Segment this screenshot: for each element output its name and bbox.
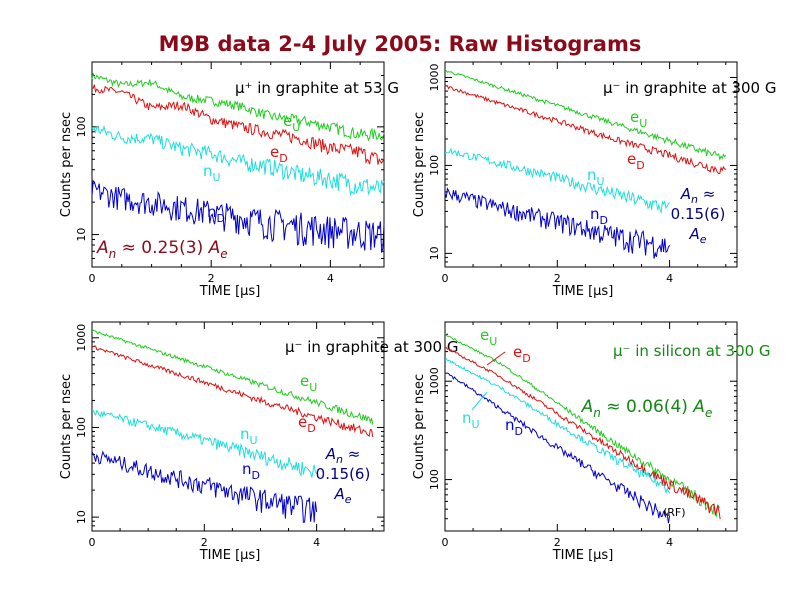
label-pointer-eD — [486, 351, 506, 366]
asymmetry-annotation: An ≈ 0.06(4) Ae — [581, 397, 713, 420]
x-tick-label: 2 — [201, 536, 208, 549]
x-tick-label: 4 — [666, 272, 673, 285]
series-label-eD: eD — [298, 413, 316, 435]
x-tick-label: 2 — [208, 272, 215, 285]
series-line-nD — [91, 180, 385, 253]
y-tick-label: 100 — [428, 469, 441, 490]
series-line-nU — [445, 147, 670, 215]
y-tick-label: 10 — [428, 246, 441, 260]
plot-frame — [444, 321, 738, 532]
asymmetry-annotation: An ≈ — [680, 185, 716, 206]
series-label-eD: eD — [513, 343, 531, 365]
y-axis-label: Counts per nsec — [59, 112, 74, 217]
series-line-eD — [91, 345, 374, 438]
chart-panel-2: 0 2 4 10 100 1000 TIME [μs] Counts per nsec eU eD… — [412, 61, 777, 299]
x-tick-label: 2 — [554, 272, 561, 285]
x-tick-label: 0 — [442, 536, 449, 549]
y-axis-label: Counts per nsec — [412, 374, 427, 479]
rf-note: (RF) — [663, 506, 686, 519]
plot-frame — [444, 61, 738, 268]
chart-panel-4: 0 2 4 100 1000 TIME [μs] Counts per nsec eU eD nU… — [412, 321, 771, 563]
panel-subtitle: μ⁻ in silicon at 300 G — [613, 342, 771, 360]
series-line-nU — [91, 409, 318, 478]
series-label-eU: eU — [480, 326, 497, 348]
y-axis-label: Counts per nsec — [59, 374, 74, 479]
series-line-eU — [444, 69, 727, 161]
y-tick-label: 1000 — [428, 63, 441, 91]
series-label-nU: nU — [587, 166, 605, 188]
panel-subtitle: μ⁺ in graphite at 53 G — [235, 79, 399, 97]
plot-frame — [91, 61, 385, 268]
chart-panel-1: 0 2 4 10 100 TIME [μs] Counts per nsec eU eD nU nD… — [59, 61, 399, 299]
x-axis-label: TIME [μs] — [199, 548, 261, 563]
series-line-eU — [444, 333, 721, 518]
series-label-nU: nU — [462, 409, 480, 431]
y-tick-label: 100 — [75, 417, 88, 438]
series-label-eU: eU — [300, 372, 317, 394]
asymmetry-ae: Ae — [688, 225, 706, 246]
series-line-eD — [444, 85, 727, 175]
y-tick-label: 1000 — [428, 367, 441, 395]
panel-subtitle: μ⁻ in graphite at 300 G — [603, 79, 777, 97]
y-axis-label: Counts per nsec — [412, 112, 427, 217]
series-label-eU: eU — [630, 108, 647, 130]
plot-frame — [91, 321, 385, 532]
y-tick-label: 10 — [75, 510, 88, 524]
series-line-nD — [444, 372, 671, 524]
page-title: M9B data 2-4 July 2005: Raw Histograms — [158, 32, 642, 56]
x-tick-label: 2 — [554, 536, 561, 549]
asymmetry-value: 0.15(6) — [671, 205, 726, 223]
series-line-nD — [91, 450, 318, 523]
y-tick-label: 100 — [75, 116, 88, 137]
asymmetry-annotation: An ≈ 0.25(3) Ae — [96, 238, 228, 261]
y-tick-label: 1000 — [75, 324, 88, 352]
series-line-nD — [444, 187, 671, 259]
x-tick-label: 4 — [313, 536, 320, 549]
series-line-eU — [91, 329, 374, 425]
asymmetry-ae: Ae — [333, 485, 351, 506]
series-line-nU — [444, 357, 671, 495]
x-tick-label: 4 — [327, 272, 334, 285]
y-tick-label: 10 — [75, 228, 88, 242]
x-tick-label: 0 — [89, 272, 96, 285]
series-label-eD: eD — [627, 150, 645, 172]
series-label-nD: nD — [505, 416, 523, 438]
series-label-eD: eD — [270, 143, 288, 165]
asymmetry-annotation: An ≈ — [325, 445, 361, 466]
asymmetry-value: 0.15(6) — [316, 465, 371, 483]
x-tick-label: 4 — [666, 536, 673, 549]
x-tick-label: 0 — [442, 272, 449, 285]
series-label-eU: eU — [283, 112, 300, 134]
series-label-nD: nD — [242, 460, 260, 482]
series-label-nD: nD — [207, 203, 225, 225]
label-pointer-nU — [471, 391, 488, 411]
series-label-nD: nD — [590, 205, 608, 227]
series-line-nU — [91, 124, 385, 197]
series-label-nU: nU — [203, 162, 221, 184]
x-axis-label: TIME [μs] — [552, 548, 614, 563]
series-line-eD — [445, 346, 721, 520]
panel-subtitle: μ⁻ in graphite at 300 G — [285, 338, 459, 356]
series-line-eU — [91, 73, 385, 142]
y-tick-label: 100 — [428, 155, 441, 176]
series-line-eD — [91, 84, 385, 165]
series-label-nU: nU — [240, 425, 258, 447]
x-tick-label: 0 — [89, 536, 96, 549]
x-axis-label: TIME [μs] — [552, 284, 614, 299]
x-axis-label: TIME [μs] — [199, 284, 261, 299]
